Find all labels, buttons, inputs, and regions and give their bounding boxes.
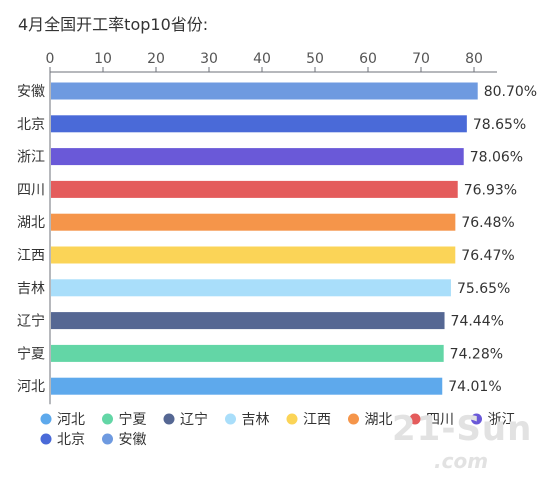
legend-label: 江西 (303, 412, 331, 428)
value-label: 74.01% (448, 379, 501, 395)
legend-marker (409, 413, 421, 425)
legend-item-河北[interactable]: 河北 (40, 412, 86, 428)
x-tick-label: 50 (306, 51, 324, 67)
legend-marker (102, 413, 113, 425)
y-category-label: 浙江 (17, 150, 45, 166)
value-label: 78.06% (470, 150, 523, 166)
legend-item-北京[interactable]: 北京 (40, 432, 86, 448)
y-category-label: 宁夏 (17, 345, 45, 362)
x-tick-label: 70 (412, 51, 430, 67)
legend-marker (102, 433, 113, 445)
x-tick-label: 0 (46, 51, 55, 67)
y-category-label: 吉林 (17, 281, 45, 297)
bar-吉林[interactable] (51, 279, 451, 297)
bar-辽宁[interactable] (51, 312, 445, 330)
value-label: 78.65% (473, 117, 526, 133)
x-tick-label: 40 (253, 51, 271, 67)
value-label: 75.65% (457, 281, 510, 297)
y-category-label: 北京 (17, 117, 45, 133)
legend-item-江西[interactable]: 江西 (286, 412, 332, 428)
legend-label: 安徽 (119, 432, 147, 448)
value-label: 74.28% (450, 346, 503, 362)
bar-宁夏[interactable] (51, 344, 444, 362)
y-category-label: 湖北 (17, 215, 45, 231)
legend-label: 辽宁 (180, 411, 208, 428)
legend-label: 浙江 (488, 412, 516, 428)
legend-marker (348, 413, 359, 425)
bar-河北[interactable] (51, 377, 443, 395)
legend-item-浙江[interactable]: 浙江 (471, 412, 516, 428)
bars (51, 82, 478, 395)
legend-marker (286, 413, 298, 425)
legend-label: 河北 (57, 412, 85, 428)
legend-label: 宁夏 (119, 411, 147, 428)
legend-marker (40, 433, 52, 445)
value-label: 74.44% (451, 314, 504, 330)
value-labels: 80.70% 78.65% 78.06% 76.93% 76.48% 76.47% 75.6… (448, 84, 537, 395)
bar-四川[interactable] (51, 180, 458, 198)
bar-江西[interactable] (51, 246, 456, 264)
legend-marker (163, 413, 175, 425)
y-category-label: 河北 (17, 379, 45, 395)
legend-item-宁夏[interactable]: 宁夏 (102, 411, 147, 428)
value-label: 76.48% (461, 215, 514, 231)
value-label: 76.93% (464, 182, 517, 198)
legend-label: 北京 (57, 432, 85, 448)
bar-北京[interactable] (51, 115, 467, 133)
legend-item-安徽[interactable]: 安徽 (102, 432, 147, 448)
legend-item-辽宁[interactable]: 辽宁 (163, 411, 209, 428)
legend-label: 四川 (426, 412, 454, 428)
legend-marker (225, 413, 236, 425)
value-label: 76.47% (461, 248, 514, 264)
bar-湖北[interactable] (51, 213, 456, 231)
y-category-label: 安徽 (17, 84, 45, 100)
legend-item-湖北[interactable]: 湖北 (348, 412, 393, 428)
legend-item-四川[interactable]: 四川 (409, 412, 455, 428)
bar-安徽[interactable] (51, 82, 478, 100)
x-tick-label: 20 (147, 51, 165, 67)
value-label: 80.70% (484, 84, 537, 100)
y-category-label: 四川 (17, 182, 45, 198)
legend-item-吉林[interactable]: 吉林 (225, 412, 270, 428)
x-tick-label: 80 (465, 51, 483, 67)
x-tick-label: 10 (94, 51, 112, 67)
x-tick-label: 60 (359, 51, 377, 67)
y-category-label: 辽宁 (17, 313, 45, 330)
chart-title: 4月全国开工率top10省份: (18, 15, 208, 34)
x-tick-label: 30 (200, 51, 218, 67)
y-category-label: 江西 (17, 248, 45, 264)
bar-浙江[interactable] (51, 148, 464, 166)
legend-marker (40, 413, 52, 425)
legend-label: 湖北 (365, 412, 393, 428)
x-axis: 0 10 20 30 40 50 60 70 80 (46, 51, 497, 73)
legend-label: 吉林 (242, 412, 270, 428)
legend-marker (471, 413, 482, 425)
